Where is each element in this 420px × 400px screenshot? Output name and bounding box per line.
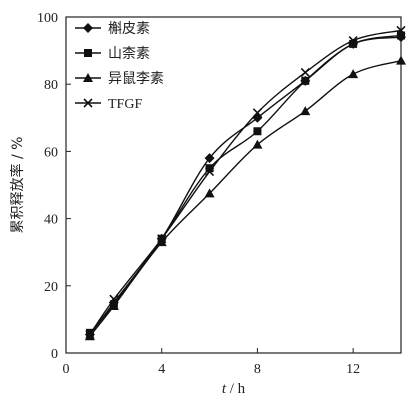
data-point-x	[83, 98, 93, 108]
y-tick-label: 80	[44, 78, 58, 93]
data-point-triangle	[108, 300, 119, 310]
data-point-x	[300, 67, 310, 78]
data-point-triangle	[396, 55, 406, 65]
data-point-diamond	[83, 23, 93, 33]
data-point-x	[396, 25, 406, 36]
y-tick-label: 40	[44, 213, 58, 228]
data-point-square	[205, 164, 214, 173]
data-point-square	[301, 76, 310, 85]
series-line	[89, 29, 402, 335]
data-point-triangle	[83, 73, 93, 82]
legend-label: 山柰素	[108, 46, 150, 62]
x-axis-unit: / h	[226, 381, 246, 397]
data-point-square	[349, 39, 358, 48]
series-layer	[84, 25, 406, 341]
data-point-triangle	[204, 188, 215, 198]
data-point-x	[85, 329, 95, 340]
data-point-x	[348, 35, 358, 46]
legend-label: 异鼠李素	[108, 71, 164, 87]
data-point-diamond	[204, 153, 215, 164]
x-axis-var: t	[222, 381, 227, 397]
data-point-square	[397, 31, 405, 40]
legend-entry: 槲皮素	[75, 21, 150, 37]
series-line	[89, 60, 402, 337]
axes: 0 4 8 12 0 20 40 60 80 100	[37, 11, 402, 377]
data-point-square	[84, 49, 92, 57]
data-point-triangle	[252, 139, 263, 149]
plot-frame	[65, 16, 402, 354]
data-point-x	[205, 166, 215, 177]
x-axis-title: t / h	[222, 381, 246, 397]
data-point-triangle	[156, 237, 167, 247]
x-tick-label: 4	[158, 362, 165, 377]
data-point-triangle	[348, 69, 359, 79]
y-tick-label: 0	[51, 347, 58, 362]
legend-label: TFGF	[108, 97, 142, 112]
y-tick-label: 20	[44, 280, 58, 295]
x-tick-label: 0	[63, 362, 70, 377]
data-point-square	[253, 127, 262, 136]
legend-entry: TFGF	[75, 97, 142, 112]
legend-entry: 山柰素	[75, 46, 150, 62]
data-point-x	[157, 234, 167, 244]
y-tick-label: 100	[37, 11, 58, 26]
legend-entry: 异鼠李素	[75, 71, 164, 87]
series-triangle	[84, 55, 406, 341]
legend-label: 槲皮素	[108, 21, 150, 37]
x-tick-label: 8	[254, 362, 261, 377]
series-x	[85, 25, 406, 340]
series-line	[89, 34, 402, 334]
data-point-x	[252, 108, 262, 118]
x-tick-label: 12	[346, 362, 360, 377]
data-point-x	[109, 294, 119, 304]
y-axis-title: 累积释放率 / %	[9, 137, 26, 234]
data-point-triangle	[300, 106, 311, 116]
y-tick-label: 60	[44, 145, 58, 160]
